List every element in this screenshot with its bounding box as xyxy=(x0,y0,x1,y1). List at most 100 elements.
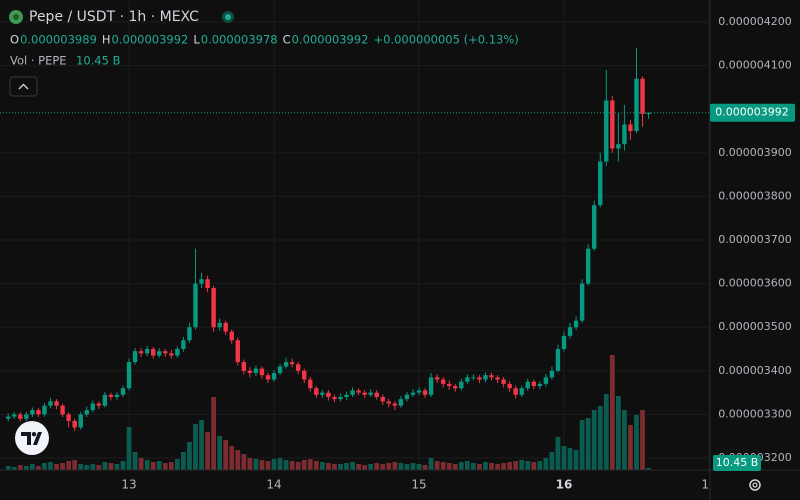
logo-mark xyxy=(21,432,42,445)
candle-body xyxy=(259,368,265,376)
candle-body xyxy=(253,368,259,373)
candle-body xyxy=(48,401,53,406)
candle-body xyxy=(350,390,355,395)
volume-tag-label: 10.45 B xyxy=(716,456,759,469)
candle-body xyxy=(428,377,434,395)
volume-tag xyxy=(713,455,761,471)
candle-body xyxy=(42,405,47,415)
candle-body xyxy=(640,78,645,115)
candle-body xyxy=(289,362,295,365)
volume-name: Vol · PEPE xyxy=(10,54,67,68)
volume-bar xyxy=(416,464,422,470)
candle-body xyxy=(453,386,458,389)
candle-body xyxy=(513,388,518,395)
candle-body xyxy=(495,377,500,380)
price-tag-label: 0.000003992 xyxy=(715,106,788,119)
candle-body xyxy=(573,320,579,328)
candle-body xyxy=(78,414,83,428)
ohlc-key: H xyxy=(102,33,111,47)
volume-bar xyxy=(386,463,392,470)
candle-body xyxy=(302,370,307,380)
volume-bar xyxy=(277,458,283,470)
candle-body xyxy=(247,370,253,373)
volume-bar xyxy=(434,461,440,470)
volume-bar xyxy=(374,463,380,470)
volume-bar xyxy=(579,420,585,470)
candle-body xyxy=(483,375,488,380)
volume-bar xyxy=(283,460,289,470)
market-status-dot xyxy=(225,14,231,20)
volume-bar xyxy=(422,465,428,470)
volume-bar xyxy=(48,462,53,470)
settings-button[interactable] xyxy=(749,479,761,491)
volume-bar xyxy=(622,410,627,470)
volume-bar xyxy=(174,459,180,470)
volume-bar xyxy=(368,464,374,470)
volume-bar xyxy=(531,462,537,470)
symbol-title: Pepe / USDT · 1h · MEXC xyxy=(29,9,199,25)
x-tick-label: 16 xyxy=(556,478,573,492)
y-tick-label: 0.000004100 xyxy=(718,59,791,72)
candle-body xyxy=(531,381,536,387)
y-tick-label: 0.000003800 xyxy=(718,189,791,202)
candle-body xyxy=(410,392,416,395)
candle-body xyxy=(422,390,428,395)
candle-body xyxy=(338,396,343,400)
axes: 0.0000032000.0000033000.0000034000.00000… xyxy=(710,15,795,471)
volume-bar xyxy=(549,452,555,470)
price-axis-panel xyxy=(710,0,800,500)
volume-bar xyxy=(54,464,59,470)
collapse-button[interactable] xyxy=(9,76,38,97)
candle-body xyxy=(96,403,102,406)
volume-bar xyxy=(477,464,482,470)
volume-bar xyxy=(440,462,446,470)
candle-body xyxy=(465,377,470,382)
volume-bar xyxy=(573,450,579,470)
volume-bar xyxy=(271,459,277,470)
volume-bar xyxy=(289,461,295,470)
candle-body xyxy=(344,394,349,397)
candle-body xyxy=(24,414,29,419)
candle-body xyxy=(18,414,23,419)
candle-body xyxy=(585,248,591,284)
volume-bar xyxy=(17,465,23,470)
candle-body xyxy=(60,405,65,415)
candle-body xyxy=(604,100,609,162)
candle-body xyxy=(392,403,398,406)
volume-bar xyxy=(84,465,90,470)
volume-bar xyxy=(507,462,513,470)
volume-bar xyxy=(29,464,35,470)
candle-body xyxy=(525,381,530,389)
volume-bar xyxy=(325,463,331,470)
x-tick-label: 15 xyxy=(411,478,426,492)
logo[interactable] xyxy=(15,421,49,455)
volume-bar xyxy=(102,462,108,470)
candle-body xyxy=(628,124,633,132)
volume-bar xyxy=(483,462,488,470)
volume-bar xyxy=(332,464,337,470)
candle-body xyxy=(356,390,361,393)
candle-body xyxy=(120,388,126,395)
plot-area: 13 14 15 16 17 xyxy=(0,0,717,492)
candle-body xyxy=(477,377,482,380)
volume-bar xyxy=(609,355,615,470)
volume-value: 10.45 B xyxy=(76,54,121,68)
candle-body xyxy=(314,388,319,395)
candle-body xyxy=(169,353,174,356)
candle-body xyxy=(416,390,422,393)
ohlc-value: 0.000003992 xyxy=(292,33,369,47)
volume-bar xyxy=(585,418,591,470)
ohlc-key: L xyxy=(193,33,200,47)
candle-body xyxy=(72,420,77,428)
volume-bar xyxy=(36,466,41,470)
candle-body xyxy=(434,377,440,380)
candle-body xyxy=(12,414,17,417)
candle-body xyxy=(501,379,506,384)
candle-body xyxy=(6,416,11,419)
candle-body xyxy=(30,410,35,415)
volume-bar xyxy=(223,440,229,470)
volume-bar xyxy=(108,463,114,470)
candle-body xyxy=(283,362,289,367)
